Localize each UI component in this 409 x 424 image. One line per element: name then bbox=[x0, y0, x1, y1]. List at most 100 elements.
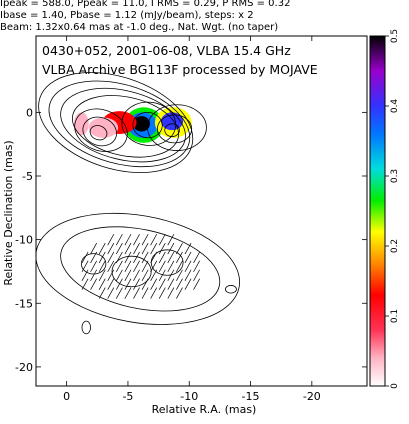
pol-vector bbox=[107, 233, 115, 246]
jet-contour bbox=[71, 95, 180, 158]
pol-vector bbox=[90, 269, 97, 281]
pol-vector bbox=[115, 260, 123, 273]
pol-vector bbox=[141, 269, 149, 281]
pol-vector bbox=[107, 251, 115, 264]
pol-vector bbox=[124, 278, 132, 290]
pol-vector bbox=[150, 233, 158, 246]
pol-vector bbox=[193, 251, 200, 264]
header-line-3: Beam: 1.32x0.64 mas at -1.0 deg., Nat. W… bbox=[0, 22, 279, 33]
x-tick-label: 0 bbox=[63, 390, 70, 403]
pol-vector bbox=[107, 287, 115, 299]
x-axis-label: Relative R.A. (mas) bbox=[152, 403, 257, 416]
x-tick-label: -5 bbox=[122, 390, 133, 403]
pol-vector bbox=[124, 287, 132, 299]
pol-vector bbox=[141, 251, 149, 264]
jet-contour bbox=[132, 111, 163, 139]
pol-vector bbox=[184, 251, 192, 264]
y-tick-label: 0 bbox=[26, 106, 33, 119]
pol-vector bbox=[150, 278, 158, 290]
colorbar-tick-label: 0.1 bbox=[390, 309, 400, 323]
axis-ticks: 0 -5 -10 -15 -20 0 -5 -10 -15 -20 bbox=[15, 36, 367, 403]
colorbar-ticks: 0 0.1 0.2 0.3 0.4 0.5 bbox=[385, 29, 400, 389]
pol-vector bbox=[81, 269, 89, 281]
pol-vector bbox=[81, 251, 89, 264]
pol-vector bbox=[98, 242, 106, 255]
jet-contour bbox=[156, 114, 193, 144]
pol-vector bbox=[184, 260, 192, 273]
pol-vector bbox=[115, 251, 123, 264]
polarization-vector-layer bbox=[81, 233, 200, 299]
pol-vector bbox=[150, 242, 158, 255]
y-tick-label: -10 bbox=[15, 234, 33, 247]
pol-vector bbox=[176, 269, 183, 281]
header-line-1: Ipeak = 588.0, Ppeak = 11.0, I RMS = 0.2… bbox=[0, 0, 291, 9]
pol-vector bbox=[158, 251, 166, 264]
y-tick-label: -20 bbox=[15, 361, 33, 374]
pol-vector bbox=[150, 251, 158, 264]
x-tick-label: -15 bbox=[242, 390, 260, 403]
y-axis-label: Relative Declination (mas) bbox=[2, 140, 15, 285]
pol-vector bbox=[107, 278, 115, 290]
pol-vector bbox=[98, 251, 106, 264]
pol-vector bbox=[193, 269, 200, 281]
pol-vector bbox=[133, 260, 140, 273]
pol-vector bbox=[176, 287, 183, 299]
pol-vector bbox=[158, 269, 166, 281]
colorbar-tick-label: 0.5 bbox=[390, 29, 400, 43]
pol-vector bbox=[133, 251, 140, 264]
pol-vector bbox=[81, 278, 89, 290]
pol-vector bbox=[167, 287, 175, 299]
pol-vector bbox=[115, 233, 123, 246]
pol-vector bbox=[124, 260, 132, 273]
jet-contour bbox=[74, 108, 128, 152]
pol-vector bbox=[98, 278, 106, 290]
pol-vector bbox=[184, 278, 192, 290]
pol-vector bbox=[167, 260, 175, 273]
pol-vector bbox=[124, 233, 132, 246]
pol-vector bbox=[176, 251, 183, 264]
pol-intensity-contour bbox=[225, 285, 237, 294]
jet-contour bbox=[38, 72, 194, 173]
colorbar-tick-label: 0.4 bbox=[390, 99, 400, 114]
pol-vector bbox=[98, 260, 106, 273]
pol-vector bbox=[167, 242, 175, 255]
pol-intensity-contour bbox=[81, 320, 91, 335]
pol-intensity-contour bbox=[80, 253, 107, 275]
pol-vector bbox=[124, 269, 132, 281]
jet-contour bbox=[48, 80, 191, 168]
pol-vector bbox=[193, 278, 200, 290]
pol-vector bbox=[90, 251, 97, 264]
pol-vector bbox=[184, 269, 192, 281]
pol-vector bbox=[107, 242, 115, 255]
pol-vector bbox=[141, 233, 149, 246]
pol-vector bbox=[167, 233, 175, 246]
x-tick-label: -10 bbox=[180, 390, 198, 403]
pol-vector bbox=[133, 269, 140, 281]
pol-vector bbox=[81, 260, 89, 273]
pol-vector bbox=[124, 251, 132, 264]
header-line-2: Ibase = 1.40, Pbase = 1.12 (mJy/beam), s… bbox=[0, 10, 254, 21]
pol-vector bbox=[158, 233, 166, 246]
pol-vector bbox=[98, 287, 106, 299]
jet-contour bbox=[164, 123, 180, 137]
pol-vector bbox=[141, 287, 149, 299]
pol-vector bbox=[124, 242, 132, 255]
pol-vector bbox=[115, 278, 123, 290]
pol-vector bbox=[184, 242, 192, 255]
y-tick-label: -5 bbox=[22, 170, 33, 183]
jet-contour bbox=[82, 116, 117, 147]
pol-vector bbox=[167, 278, 175, 290]
colorbar-tick-label: 0.2 bbox=[390, 239, 400, 253]
pol-vector bbox=[115, 242, 123, 255]
pol-vector bbox=[167, 269, 175, 281]
pol-vector bbox=[176, 260, 183, 273]
pol-blob bbox=[132, 116, 151, 132]
pol-vector bbox=[133, 287, 140, 299]
pol-vector bbox=[133, 233, 140, 246]
pol-intensity-contour bbox=[60, 226, 221, 312]
pol-vector bbox=[141, 278, 149, 290]
pol-vector bbox=[158, 278, 166, 290]
pol-vector bbox=[115, 269, 123, 281]
pol-intensity-contour bbox=[36, 212, 240, 325]
